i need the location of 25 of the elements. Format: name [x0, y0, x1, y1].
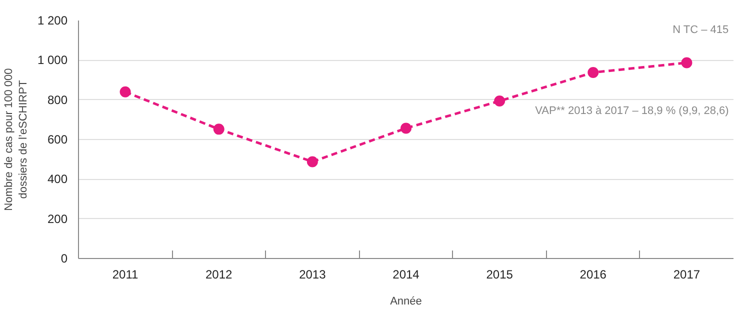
x-tick-label: 2012 [206, 268, 233, 282]
x-tick-label: 2017 [673, 268, 700, 282]
x-tick-label: 2011 [112, 268, 139, 282]
y-tick-label: 800 [47, 92, 68, 107]
x-tick-label: 2015 [486, 268, 514, 282]
annotation: N TC – 415 [672, 24, 729, 36]
y-tick-label: 600 [47, 132, 68, 146]
point [588, 66, 599, 78]
annotation: VAP** 2013 à 2017 – 18,9 % (9,9, 28,6) [535, 104, 729, 117]
y-tick-label: 0 [60, 252, 68, 266]
y-tick-label: 400 [47, 172, 68, 186]
point [120, 86, 131, 98]
point [681, 57, 692, 68]
y-tick-label: 1 200 [37, 14, 68, 28]
x-tick-label: 2016 [580, 268, 607, 282]
x-tick-label: 2013 [299, 268, 326, 282]
y-tick-label: 200 [47, 212, 68, 226]
x-tick-label: 2014 [392, 268, 420, 282]
point [400, 122, 412, 134]
point [494, 96, 506, 107]
x-axis-title: Année [390, 296, 422, 308]
point [306, 156, 318, 168]
point [213, 124, 224, 135]
y-axis-title: Nombre de cas pour 100 000 dossiers de l’eSCHIRPT [3, 68, 30, 211]
y-tick-label: 1 000 [37, 53, 68, 68]
